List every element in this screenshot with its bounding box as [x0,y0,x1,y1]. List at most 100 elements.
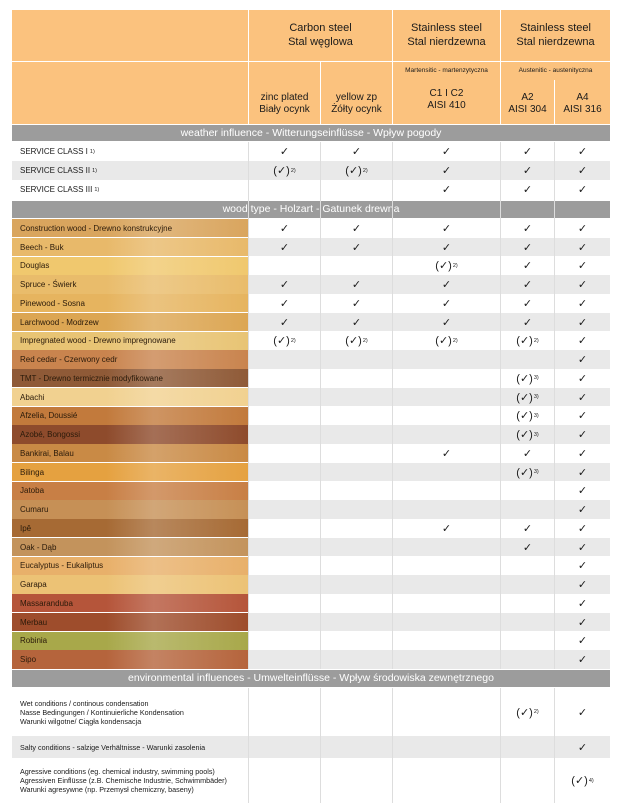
wood-name: Jatoba [20,486,45,496]
check-mark: (✓) [516,372,533,385]
weather-row-label: SERVICE CLASS III 1) [12,180,248,199]
wood-mark [249,407,320,426]
wood-mark: ✓ [321,219,392,238]
check-mark: ✓ [577,297,588,310]
wood-mark [321,594,392,613]
weather-mark [249,180,320,199]
wood-texture-swatch [12,387,248,407]
wood-mark: ✓ [393,275,500,294]
check-mark: ✓ [522,241,533,254]
wood-mark: ✓ [555,350,610,369]
wood-mark [393,425,500,444]
wood-texture-swatch [12,462,248,482]
weather-row-label: SERVICE CLASS I 1) [12,142,248,161]
check-mark: ✓ [522,146,533,158]
wood-name: Sipo [20,655,37,665]
col-a4-line2: AISI 316 [563,104,602,115]
wood-mark [501,575,554,594]
env-mark [249,758,320,803]
check-mark: ✓ [577,335,588,348]
wood-mark [321,632,392,651]
check-mark: ✓ [351,222,362,235]
check-mark: ✓ [577,522,588,535]
check-mark: ✓ [441,165,452,177]
footnote-ref: 1) [94,186,100,193]
wood-name: Robinia [20,636,48,646]
header-carbon-steel: Carbon steel Stal węglowa [249,10,392,61]
wood-row-label: Spruce - Świerk [12,275,248,294]
check-mark: (✓) [571,775,588,787]
footnote-ref: 3) [533,394,539,401]
wood-texture-swatch [12,256,248,276]
check-mark: ✓ [351,279,362,292]
row-stripe [248,312,610,332]
weather-mark [321,180,392,199]
env-row-label: Salty conditions - salzige Verhältnisse … [12,736,248,758]
check-mark: ✓ [577,184,588,196]
check-mark: (✓) [516,410,533,423]
wood-mark: ✓ [393,444,500,463]
wood-mark: ✓ [501,294,554,313]
check-mark: ✓ [351,146,362,158]
wood-mark: ✓ [555,482,610,501]
check-mark: ✓ [522,297,533,310]
row-divider [12,368,610,370]
row-divider [12,593,610,595]
check-mark: ✓ [577,316,588,329]
wood-name: Bankirai, Balau [20,448,74,458]
wood-name: Douglas [20,261,50,271]
row-divider [12,518,610,520]
check-mark: ✓ [441,447,452,460]
wood-mark [393,388,500,407]
check-mark: ✓ [577,165,588,177]
wood-row-label: Azobé, Bongossi [12,425,248,444]
wood-row-label: Bankirai, Balau [12,444,248,463]
wood-name: Massaranduba [20,598,73,608]
footnote-ref: 2) [452,337,458,344]
footnote-ref: 1) [89,148,95,155]
wood-mark: (✓) 2) [249,332,320,351]
env-mark: (✓) 2) [501,688,554,736]
check-mark: ✓ [577,466,588,479]
check-mark: (✓) [435,335,452,348]
wood-mark [321,407,392,426]
wood-mark: ✓ [555,219,610,238]
wood-mark [393,350,500,369]
check-mark: ✓ [577,485,588,498]
service-class-label: SERVICE CLASS I [20,147,88,156]
wood-mark: (✓) 2) [393,257,500,276]
check-mark: ✓ [522,316,533,329]
env-mark [501,736,554,758]
wood-row-label: Impregnated wood - Drewno impregnowane [12,332,248,351]
wood-mark: ✓ [393,519,500,538]
footnote-ref: 2) [533,337,539,344]
check-mark: ✓ [522,184,533,196]
wood-mark: ✓ [555,332,610,351]
wood-mark [249,369,320,388]
weather-mark: ✓ [249,142,320,161]
check-mark: ✓ [522,279,533,292]
check-mark: ✓ [577,146,588,158]
check-mark: ✓ [522,447,533,460]
wood-texture-swatch [12,575,248,594]
wood-name: Eucalyptus - Eukaliptus [20,561,104,571]
wood-mark [321,463,392,482]
wood-mark [321,388,392,407]
check-mark: ✓ [441,316,452,329]
footnote-ref: 2) [452,262,458,269]
env-condition-line: Wet conditions / continous condensation [20,698,149,708]
env-mark [249,736,320,758]
row-divider [12,556,610,557]
wood-mark: ✓ [555,557,610,576]
wood-mark: ✓ [555,444,610,463]
check-mark: ✓ [577,354,588,367]
weather-mark: ✓ [501,180,554,199]
wood-mark [501,350,554,369]
wood-name: Impregnated wood - Drewno impregnowane [20,336,176,346]
header-carbon-line1: Carbon steel [289,22,352,34]
wood-mark: ✓ [321,313,392,332]
check-mark: ✓ [522,260,533,273]
wood-texture-swatch [12,519,248,538]
wood-row-label: Robinia [12,632,248,651]
